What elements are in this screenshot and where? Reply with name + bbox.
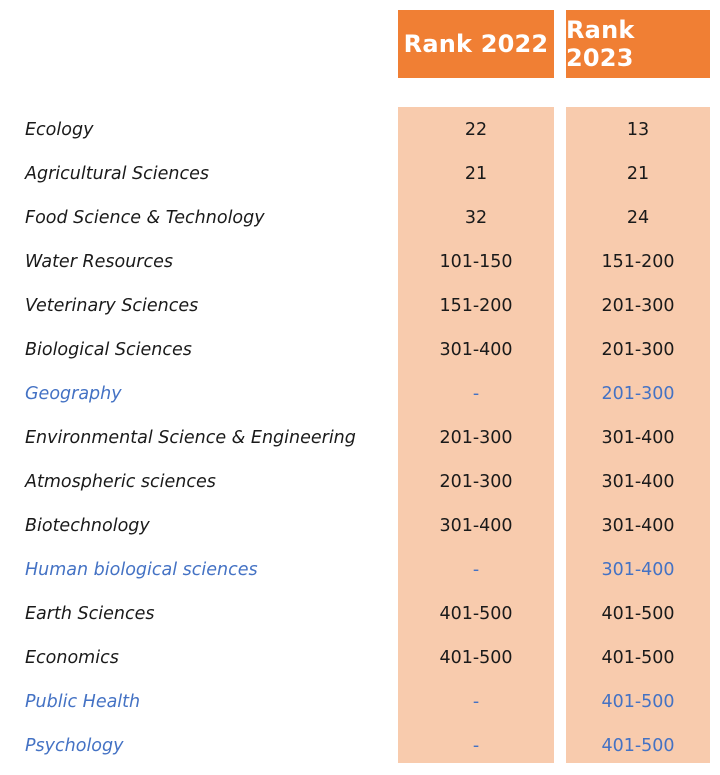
- table-row: Atmospheric sciences 201-300 301-400: [0, 460, 720, 504]
- rank-2022-value: 151-200: [439, 296, 513, 316]
- rank-2023-value: 201-300: [601, 384, 675, 404]
- rank-2023-value: 401-500: [601, 604, 675, 624]
- rank-2023-value: 13: [626, 120, 650, 140]
- subject-name: Veterinary Sciences: [25, 296, 199, 316]
- subject-name: Economics: [25, 648, 119, 668]
- subject-name: Agricultural Sciences: [25, 164, 209, 184]
- table-row: Veterinary Sciences 151-200 201-300: [0, 284, 720, 328]
- rank-2022-value: 101-150: [439, 252, 513, 272]
- rank-2023-value: 21: [626, 164, 650, 184]
- column-band-2023: [566, 107, 710, 763]
- rank-2023-value: 301-400: [601, 560, 675, 580]
- rank-2022-value: 21: [464, 164, 488, 184]
- column-band-2022: [398, 107, 554, 763]
- rank-2022-value: 22: [464, 120, 488, 140]
- table-row: Water Resources 101-150 151-200: [0, 240, 720, 284]
- subject-name: Food Science & Technology: [25, 208, 265, 228]
- table-row: Biotechnology 301-400 301-400: [0, 504, 720, 548]
- subject-name: Atmospheric sciences: [25, 472, 216, 492]
- subject-name: Geography: [25, 384, 122, 404]
- rank-2023-value: 301-400: [601, 516, 675, 536]
- table-row: Economics 401-500 401-500: [0, 636, 720, 680]
- rank-2023-value: 301-400: [601, 472, 675, 492]
- table-row: Geography - 201-300: [0, 372, 720, 416]
- table-row: Psychology - 401-500: [0, 724, 720, 766]
- subject-name: Public Health: [25, 692, 141, 712]
- subject-name: Water Resources: [25, 252, 173, 272]
- table-row: Food Science & Technology 32 24: [0, 196, 720, 240]
- rank-2022-value: 401-500: [439, 604, 513, 624]
- rank-2022-value: 301-400: [439, 516, 513, 536]
- subject-name: Psychology: [25, 736, 124, 756]
- rank-2022-value: 201-300: [439, 472, 513, 492]
- rank-2023-value: 301-400: [601, 428, 675, 448]
- header-rank-2022: Rank 2022: [398, 10, 554, 78]
- table-row: Ecology 22 13: [0, 108, 720, 152]
- rank-2022-value: 32: [464, 208, 488, 228]
- table-row: Biological Sciences 301-400 201-300: [0, 328, 720, 372]
- rank-2023-value: 401-500: [601, 648, 675, 668]
- table-row: Agricultural Sciences 21 21: [0, 152, 720, 196]
- subject-name: Biotechnology: [25, 516, 150, 536]
- table-row: Environmental Science & Engineering 201-3…: [0, 416, 720, 460]
- rank-2023-value: 401-500: [601, 692, 675, 712]
- subject-name: Ecology: [25, 120, 94, 140]
- rank-2023-value: 201-300: [601, 340, 675, 360]
- rank-2023-value: 401-500: [601, 736, 675, 756]
- rank-2022-value: 401-500: [439, 648, 513, 668]
- subject-name: Earth Sciences: [25, 604, 155, 624]
- rank-2023-value: 151-200: [601, 252, 675, 272]
- rank-2022-value: -: [472, 692, 480, 712]
- rank-2022-value: 301-400: [439, 340, 513, 360]
- table-row: Earth Sciences 401-500 401-500: [0, 592, 720, 636]
- subject-name: Human biological sciences: [25, 560, 258, 580]
- table-row: Public Health - 401-500: [0, 680, 720, 724]
- rank-2022-value: -: [472, 736, 480, 756]
- subject-name: Biological Sciences: [25, 340, 192, 360]
- table-row: Human biological sciences - 301-400: [0, 548, 720, 592]
- header-rank-2023: Rank 2023: [566, 10, 710, 78]
- rank-2022-value: -: [472, 560, 480, 580]
- rank-2022-value: 201-300: [439, 428, 513, 448]
- table-body: Ecology 22 13 Agricultural Sciences 21 21 Food…: [0, 108, 720, 766]
- rank-2023-value: 24: [626, 208, 650, 228]
- rank-2023-value: 201-300: [601, 296, 675, 316]
- rank-2022-value: -: [472, 384, 480, 404]
- subject-name: Environmental Science & Engineering: [25, 428, 356, 448]
